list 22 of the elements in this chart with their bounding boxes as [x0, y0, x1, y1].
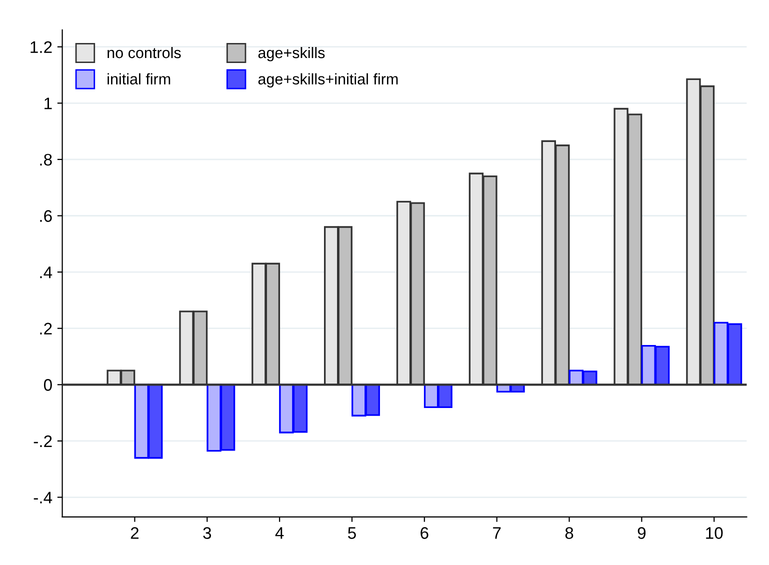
y-tick-label: 1 — [44, 98, 52, 110]
x-tick-label: 5 — [348, 527, 356, 539]
x-tick-label: 8 — [565, 527, 574, 539]
x-tick-label: 2 — [130, 527, 139, 539]
y-tick-label: .4 — [40, 266, 52, 278]
y-tick-label: 1.2 — [30, 41, 52, 53]
y-tick-label: .6 — [40, 210, 52, 222]
legend-label: age+skills — [258, 46, 325, 62]
x-tick-label: 3 — [203, 527, 212, 539]
x-tick-label: 4 — [275, 527, 284, 539]
legend-label: age+skills+initial firm — [258, 73, 398, 88]
x-tick-label: 10 — [706, 527, 723, 539]
legend-label: no controls — [108, 46, 181, 58]
x-tick-label: 6 — [420, 527, 428, 539]
legend-label: initial firm — [108, 73, 170, 84]
y-tick-label: -.4 — [34, 492, 52, 504]
y-tick-label: .2 — [40, 322, 52, 334]
x-tick-label: 9 — [638, 527, 646, 539]
y-tick-label: 0 — [44, 379, 52, 391]
x-tick-label: 7 — [493, 527, 501, 539]
y-tick-label: -.2 — [34, 435, 52, 448]
y-tick-label: .8 — [40, 154, 52, 166]
